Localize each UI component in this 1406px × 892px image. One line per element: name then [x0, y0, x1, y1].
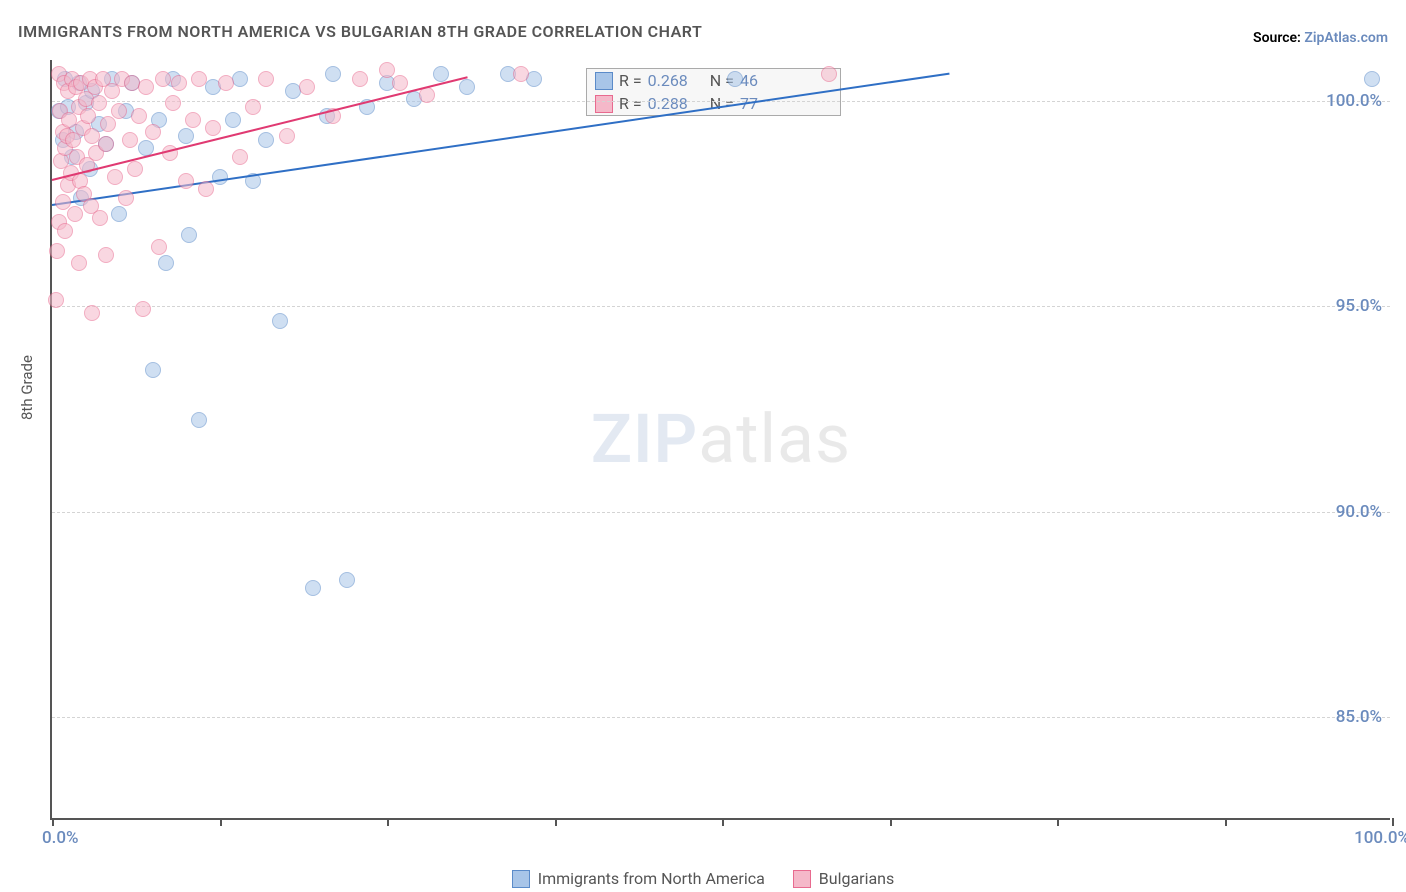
data-point: [98, 136, 114, 152]
data-point: [245, 99, 261, 115]
data-point: [48, 292, 64, 308]
series-legend: Immigrants from North America Bulgarians: [0, 869, 1406, 888]
stats-row-series1: R = 0.268 N = 46: [587, 69, 840, 92]
y-tick-label: 90.0%: [1336, 502, 1382, 522]
data-point: [1364, 71, 1380, 87]
x-tick: [1392, 818, 1394, 826]
data-point: [145, 362, 161, 378]
x-tick: [555, 818, 557, 826]
data-point: [151, 239, 167, 255]
data-point: [299, 79, 315, 95]
data-point: [459, 79, 475, 95]
data-point: [181, 227, 197, 243]
data-point: [131, 108, 147, 124]
data-point: [71, 255, 87, 271]
y-axis-label: 8th Grade: [18, 355, 36, 420]
data-point: [171, 75, 187, 91]
r-value-series2: 0.288: [648, 94, 688, 113]
x-tick: [890, 818, 892, 826]
data-point: [212, 169, 228, 185]
data-point: [191, 71, 207, 87]
data-point: [352, 71, 368, 87]
x-axis-min-label: 0.0%: [42, 828, 79, 848]
watermark: ZIPatlas: [591, 399, 851, 479]
gridline: [52, 717, 1390, 718]
source-attribution: Source: ZipAtlas.com: [1253, 30, 1388, 46]
source-link[interactable]: ZipAtlas.com: [1304, 30, 1388, 46]
x-tick: [387, 818, 389, 826]
data-point: [205, 120, 221, 136]
data-point: [135, 301, 151, 317]
data-point: [111, 206, 127, 222]
data-point: [513, 66, 529, 82]
data-point: [178, 128, 194, 144]
data-point: [232, 149, 248, 165]
r-value-series1: 0.268: [648, 71, 688, 90]
data-point: [165, 95, 181, 111]
data-point: [127, 161, 143, 177]
data-point: [272, 313, 288, 329]
data-point: [191, 412, 207, 428]
data-point: [91, 95, 107, 111]
data-point: [158, 255, 174, 271]
data-point: [218, 75, 234, 91]
data-point: [727, 71, 743, 87]
data-point: [138, 79, 154, 95]
data-point: [178, 173, 194, 189]
data-point: [92, 210, 108, 226]
data-point: [111, 103, 127, 119]
data-point: [392, 75, 408, 91]
data-point: [122, 132, 138, 148]
series1-name: Immigrants from North America: [538, 869, 765, 888]
data-point: [433, 66, 449, 82]
legend-item-series2: Bulgarians: [793, 869, 894, 888]
swatch-series2: [793, 870, 811, 888]
x-tick: [220, 818, 222, 826]
chart-title: IMMIGRANTS FROM NORTH AMERICA VS BULGARI…: [18, 22, 702, 41]
x-tick: [52, 818, 54, 826]
x-tick: [722, 818, 724, 826]
swatch-series1: [512, 870, 530, 888]
gridline: [52, 306, 1390, 307]
source-label: Source:: [1253, 30, 1301, 46]
data-point: [821, 66, 837, 82]
series2-name: Bulgarians: [819, 869, 894, 888]
data-point: [98, 247, 114, 263]
data-point: [185, 112, 201, 128]
data-point: [57, 223, 73, 239]
correlation-chart: IMMIGRANTS FROM NORTH AMERICA VS BULGARI…: [0, 0, 1406, 892]
y-tick-label: 95.0%: [1336, 296, 1382, 316]
data-point: [379, 62, 395, 78]
watermark-atlas: atlas: [698, 399, 851, 479]
data-point: [339, 572, 355, 588]
data-point: [225, 112, 241, 128]
y-tick-label: 85.0%: [1336, 707, 1382, 727]
data-point: [67, 206, 83, 222]
x-axis-max-label: 100.0%: [1354, 828, 1406, 848]
swatch-series2: [595, 95, 613, 113]
x-tick: [1057, 818, 1059, 826]
data-point: [258, 71, 274, 87]
data-point: [118, 190, 134, 206]
data-point: [107, 169, 123, 185]
data-point: [49, 243, 65, 259]
data-point: [279, 128, 295, 144]
r-label: R =: [619, 94, 642, 113]
data-point: [325, 66, 341, 82]
data-point: [155, 71, 171, 87]
n-label: N =: [710, 94, 734, 113]
data-point: [258, 132, 274, 148]
swatch-series1: [595, 72, 613, 90]
y-tick-label: 100.0%: [1326, 91, 1382, 111]
data-point: [145, 124, 161, 140]
data-point: [198, 181, 214, 197]
legend-item-series1: Immigrants from North America: [512, 869, 765, 888]
data-point: [305, 580, 321, 596]
plot-area: ZIPatlas R = 0.268 N = 46 R = 0.288 N = …: [50, 60, 1390, 820]
x-tick: [1225, 818, 1227, 826]
r-label: R =: [619, 71, 642, 90]
watermark-zip: ZIP: [591, 399, 698, 479]
data-point: [84, 305, 100, 321]
gridline: [52, 512, 1390, 513]
